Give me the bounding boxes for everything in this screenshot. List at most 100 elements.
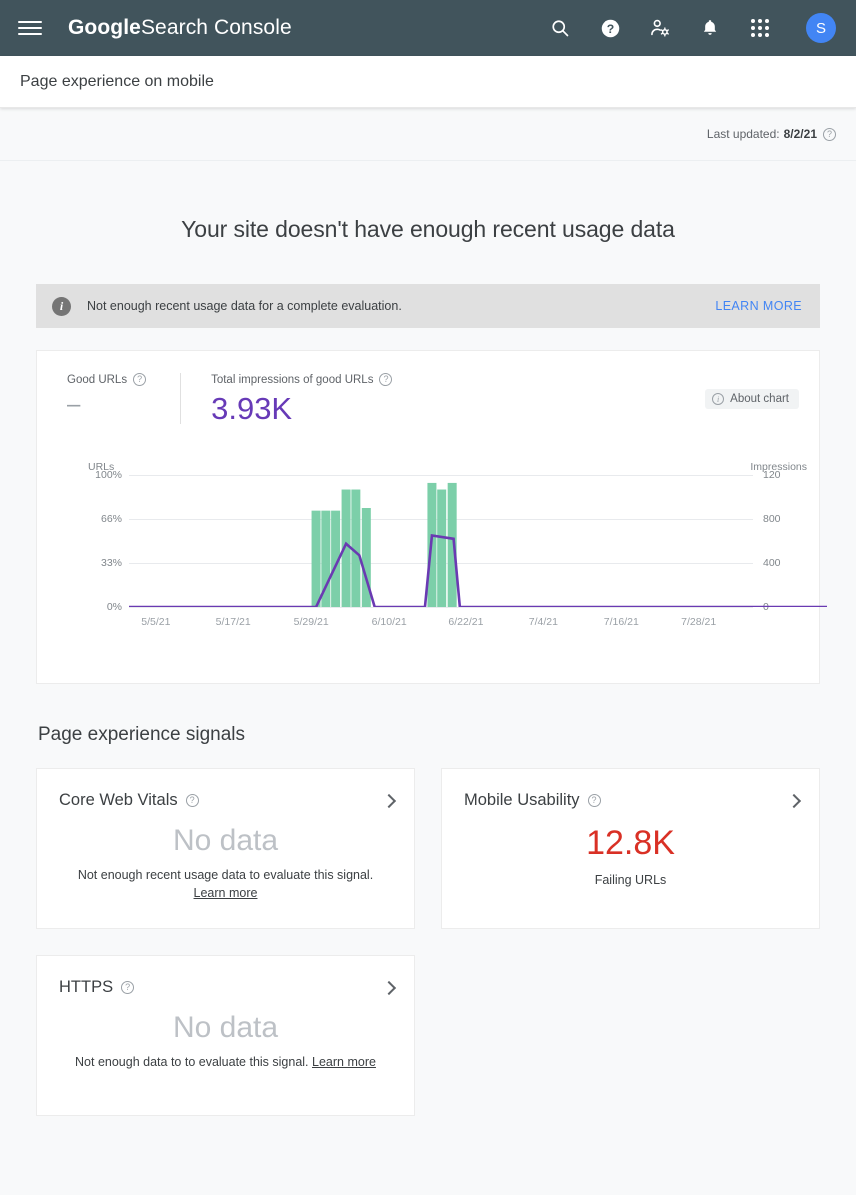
about-chart-label: About chart	[730, 393, 789, 405]
about-chart-button[interactable]: i About chart	[705, 389, 799, 409]
y-axis-right-title: Impressions	[750, 461, 807, 473]
signal-card-mobile-usability[interactable]: Mobile Usability? 12.8K Failing URLs	[441, 768, 820, 929]
learn-more-link[interactable]: LEARN MORE	[715, 299, 802, 313]
chart-bars	[311, 482, 457, 607]
y-tick-right: 0	[763, 601, 769, 613]
brand-product: Search Console	[140, 16, 292, 39]
apps-grid-icon[interactable]	[748, 16, 772, 40]
chart-plot-area: URLs Impressions 100% 66% 33% 0% 120 800 400 0…	[37, 461, 827, 681]
good-urls-help-icon[interactable]: ?	[133, 373, 147, 386]
signal-card-help-icon[interactable]: ?	[185, 794, 199, 807]
help-icon[interactable]: ?	[598, 16, 622, 40]
chart-svg	[129, 482, 827, 607]
signal-card-title: Core Web Vitals	[59, 791, 178, 809]
brand-logo[interactable]: GoogleSearch Console	[68, 16, 292, 40]
signals-heading: Page experience signals	[38, 724, 246, 745]
main-content: Your site doesn't have enough recent usa…	[0, 161, 856, 1195]
chart-line	[129, 534, 827, 607]
x-axis-ticks: 5/5/21 5/17/21 5/29/21 6/10/21 6/22/21 7/4/21…	[129, 616, 753, 632]
svg-text:?: ?	[606, 21, 613, 35]
signal-card-body: No data Not enough recent usage data to e…	[37, 824, 414, 902]
chart-bar	[341, 489, 351, 607]
good-urls-label-row: Good URLs ?	[67, 373, 147, 386]
account-settings-icon[interactable]	[648, 16, 672, 40]
x-tick: 6/22/21	[448, 616, 484, 628]
x-tick: 7/16/21	[603, 616, 639, 628]
signal-card-help-icon[interactable]: ?	[121, 981, 135, 994]
last-updated-help-icon[interactable]: ?	[823, 127, 836, 141]
last-updated-value: 8/2/21	[783, 127, 817, 141]
page-title: Page experience on mobile	[20, 72, 214, 90]
search-icon[interactable]	[548, 16, 572, 40]
chart-bar	[311, 510, 321, 607]
x-tick: 5/17/21	[215, 616, 251, 628]
signal-card-learn-more-link[interactable]: Learn more	[312, 1055, 376, 1069]
page-title-bar: Page experience on mobile	[0, 56, 856, 108]
signal-card-title: HTTPS	[59, 978, 114, 996]
info-banner-text: Not enough recent usage data for a compl…	[87, 299, 402, 313]
good-urls-stat: Good URLs ? –	[67, 373, 180, 424]
chart-stats: Good URLs ? – Total impressions of good …	[37, 351, 819, 424]
notifications-icon[interactable]	[698, 16, 722, 40]
signal-card-core-web-vitals[interactable]: Core Web Vitals? No data Not enough recent…	[36, 768, 415, 929]
impressions-label: Total impressions of good URLs	[211, 373, 374, 386]
chart-card: Good URLs ? – Total impressions of good …	[36, 350, 827, 684]
headline: Your site doesn't have enough recent usa…	[181, 216, 675, 242]
signal-card-subtext: Failing URLs	[594, 873, 667, 887]
signal-card-value: No data	[172, 824, 279, 857]
chevron-right-icon[interactable]	[786, 793, 802, 808]
signal-card-header: Core Web Vitals?	[37, 769, 414, 810]
chart-bar	[351, 489, 361, 607]
y-tick-right: 800	[763, 513, 781, 525]
y-tick-left: 0%	[106, 601, 122, 613]
x-tick: 7/28/21	[681, 616, 717, 628]
good-urls-label: Good URLs	[67, 373, 128, 386]
chevron-right-icon[interactable]	[381, 793, 397, 808]
signal-card-subtext: Not enough recent usage data to evaluate…	[37, 866, 414, 902]
chart-bar	[437, 489, 447, 607]
gridline	[129, 607, 753, 608]
appbar-icons: ? S	[548, 13, 836, 43]
signal-card-learn-more-link[interactable]: Learn more	[193, 886, 258, 901]
chevron-right-icon[interactable]	[381, 980, 397, 995]
signal-card-value: 12.8K	[586, 824, 675, 862]
x-tick: 6/10/21	[371, 616, 407, 628]
signal-card-title: Mobile Usability	[464, 791, 580, 809]
hamburger-icon[interactable]	[18, 16, 42, 40]
chart-bar	[361, 508, 371, 607]
signal-cards: Core Web Vitals? No data Not enough recent…	[36, 768, 820, 1116]
impressions-help-icon[interactable]: ?	[379, 373, 393, 386]
x-tick: 7/4/21	[528, 616, 558, 628]
chart-bar	[447, 482, 457, 607]
signal-card-subtext: Not enough data to to evaluate this sign…	[75, 1055, 376, 1069]
y-tick-left: 33%	[100, 557, 122, 569]
y-tick-left: 66%	[100, 513, 122, 525]
signal-card-value: No data	[172, 1011, 279, 1044]
signal-card-header: Mobile Usability?	[442, 769, 819, 810]
chart-bar	[331, 510, 341, 607]
x-tick: 5/5/21	[141, 616, 171, 628]
y-tick-right: 400	[763, 557, 781, 569]
signal-card-body: 12.8K Failing URLs	[442, 824, 819, 889]
last-updated-bar: Last updated: 8/2/21 ?	[0, 108, 856, 161]
info-icon: i	[52, 296, 71, 316]
good-urls-value: –	[67, 391, 81, 418]
y-tick-left: 100%	[95, 469, 122, 481]
signal-card-https[interactable]: HTTPS? No data Not enough data to to evalu…	[36, 955, 415, 1116]
avatar[interactable]: S	[806, 13, 836, 43]
app-bar: GoogleSearch Console ? S	[0, 0, 856, 56]
impressions-stat: Total impressions of good URLs ? 3.93K	[180, 373, 426, 424]
last-updated-label: Last updated:	[706, 127, 780, 141]
impressions-value: 3.93K	[211, 391, 293, 426]
signal-card-body: No data Not enough data to to evaluate th…	[37, 1011, 414, 1071]
info-banner: i Not enough recent usage data for a com…	[36, 284, 820, 328]
chart-bar	[321, 510, 331, 607]
y-tick-right: 120	[763, 469, 781, 481]
info-icon-small: i	[712, 393, 725, 405]
signal-card-header: HTTPS?	[37, 956, 414, 997]
brand-google: Google	[68, 16, 141, 39]
impressions-label-row: Total impressions of good URLs ?	[211, 373, 393, 386]
x-tick: 5/29/21	[293, 616, 329, 628]
y-axis-left-title: URLs	[88, 461, 115, 473]
signal-card-help-icon[interactable]: ?	[587, 794, 601, 807]
